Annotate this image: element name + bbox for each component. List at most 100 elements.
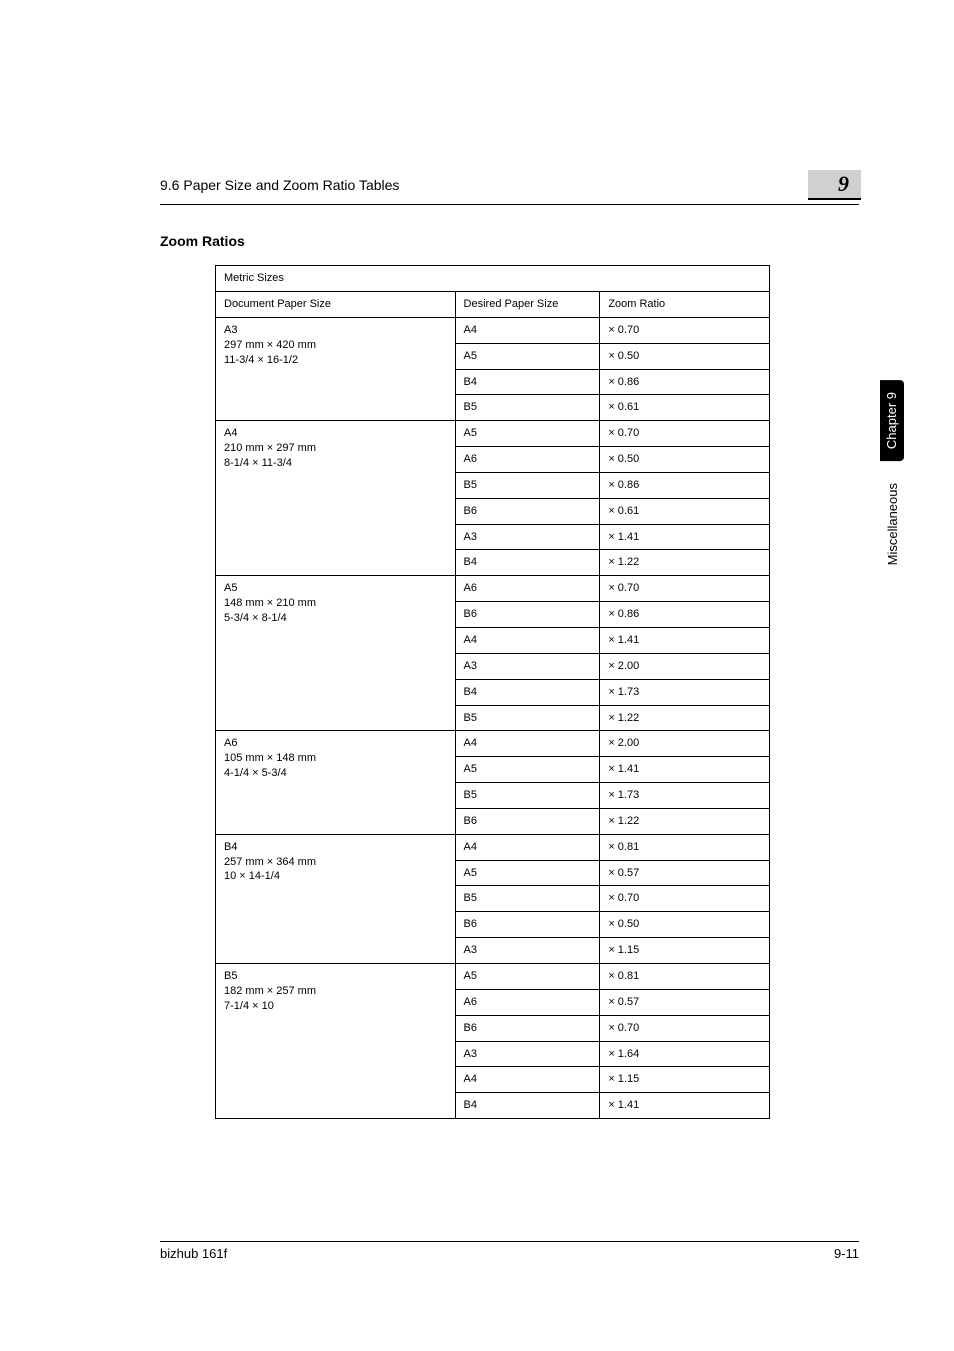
footer-product: bizhub 161f	[160, 1246, 227, 1261]
desired-size-cell: A4	[455, 731, 600, 757]
doc-size-name: A4	[224, 426, 447, 441]
table-row: B4257 mm × 364 mm10 × 14-1/4A4× 0.81	[216, 834, 770, 860]
zoom-ratio-cell: × 0.57	[600, 989, 770, 1015]
chapter-number-box: 9	[808, 170, 861, 200]
zoom-ratio-cell: × 0.86	[600, 472, 770, 498]
desired-size-cell: A5	[455, 421, 600, 447]
table-row: A3297 mm × 420 mm11-3/4 × 16-1/2A4× 0.70	[216, 317, 770, 343]
desired-size-cell: B5	[455, 472, 600, 498]
side-tab-section: Miscellaneous	[885, 471, 900, 577]
doc-size-mm: 148 mm × 210 mm	[224, 596, 447, 611]
zoom-ratio-cell: × 2.00	[600, 731, 770, 757]
zoom-ratio-cell: × 1.22	[600, 705, 770, 731]
zoom-ratio-cell: × 1.41	[600, 628, 770, 654]
footer-page-number: 9-11	[834, 1246, 859, 1261]
zoom-ratio-cell: × 0.61	[600, 395, 770, 421]
desired-size-cell: B4	[455, 550, 600, 576]
table-row: A6105 mm × 148 mm4-1/4 × 5-3/4A4× 2.00	[216, 731, 770, 757]
zoom-ratio-cell: × 0.70	[600, 1015, 770, 1041]
desired-size-cell: A3	[455, 938, 600, 964]
doc-size-cell: B4257 mm × 364 mm10 × 14-1/4	[216, 834, 456, 963]
side-tabs: Chapter 9 Miscellaneous	[880, 380, 904, 577]
desired-size-cell: B6	[455, 912, 600, 938]
desired-size-cell: A3	[455, 524, 600, 550]
zoom-ratio-cell: × 0.81	[600, 834, 770, 860]
section-title: Zoom Ratios	[160, 233, 859, 249]
desired-size-cell: A4	[455, 628, 600, 654]
zoom-ratio-cell: × 1.22	[600, 550, 770, 576]
doc-size-in: 10 × 14-1/4	[224, 869, 447, 884]
doc-size-in: 7-1/4 × 10	[224, 999, 447, 1014]
desired-size-cell: B6	[455, 1015, 600, 1041]
page: 9.6 Paper Size and Zoom Ratio Tables 9 Z…	[0, 0, 954, 1179]
zoom-ratio-cell: × 1.73	[600, 783, 770, 809]
zoom-ratio-cell: × 2.00	[600, 653, 770, 679]
doc-size-cell: A5148 mm × 210 mm5-3/4 × 8-1/4	[216, 576, 456, 731]
zoom-ratio-cell: × 0.61	[600, 498, 770, 524]
desired-size-cell: B4	[455, 1093, 600, 1119]
column-header-desired: Desired Paper Size	[455, 292, 600, 318]
zoom-ratio-cell: × 0.50	[600, 343, 770, 369]
zoom-ratio-cell: × 1.15	[600, 1067, 770, 1093]
zoom-ratio-cell: × 1.22	[600, 808, 770, 834]
header-title: 9.6 Paper Size and Zoom Ratio Tables	[160, 177, 808, 193]
running-header: 9.6 Paper Size and Zoom Ratio Tables 9	[160, 170, 859, 205]
zoom-ratio-cell: × 0.86	[600, 602, 770, 628]
desired-size-cell: B5	[455, 886, 600, 912]
doc-size-name: A6	[224, 736, 447, 751]
desired-size-cell: A6	[455, 989, 600, 1015]
doc-size-mm: 210 mm × 297 mm	[224, 441, 447, 456]
doc-size-mm: 257 mm × 364 mm	[224, 855, 447, 870]
zoom-ratio-cell: × 0.50	[600, 447, 770, 473]
column-header-doc: Document Paper Size	[216, 292, 456, 318]
desired-size-cell: B5	[455, 395, 600, 421]
doc-size-mm: 182 mm × 257 mm	[224, 984, 447, 999]
doc-size-cell: B5182 mm × 257 mm7-1/4 × 10	[216, 963, 456, 1118]
desired-size-cell: A5	[455, 757, 600, 783]
desired-size-cell: A5	[455, 963, 600, 989]
desired-size-cell: B5	[455, 783, 600, 809]
zoom-ratio-cell: × 0.86	[600, 369, 770, 395]
doc-size-mm: 105 mm × 148 mm	[224, 751, 447, 766]
doc-size-name: B4	[224, 840, 447, 855]
desired-size-cell: B6	[455, 808, 600, 834]
desired-size-cell: A4	[455, 834, 600, 860]
table-caption: Metric Sizes	[216, 266, 770, 292]
table-row: A4210 mm × 297 mm8-1/4 × 11-3/4A5× 0.70	[216, 421, 770, 447]
desired-size-cell: B5	[455, 705, 600, 731]
zoom-ratio-cell: × 0.81	[600, 963, 770, 989]
desired-size-cell: B6	[455, 602, 600, 628]
footer: bizhub 161f 9-11	[160, 1241, 859, 1261]
zoom-ratio-cell: × 0.70	[600, 576, 770, 602]
zoom-ratio-cell: × 1.41	[600, 1093, 770, 1119]
side-tab-chapter: Chapter 9	[880, 380, 904, 461]
doc-size-mm: 297 mm × 420 mm	[224, 338, 447, 353]
desired-size-cell: A4	[455, 1067, 600, 1093]
doc-size-in: 5-3/4 × 8-1/4	[224, 611, 447, 626]
desired-size-cell: B4	[455, 369, 600, 395]
zoom-ratio-cell: × 0.70	[600, 886, 770, 912]
desired-size-cell: A3	[455, 653, 600, 679]
zoom-ratio-cell: × 0.57	[600, 860, 770, 886]
zoom-ratio-table-wrap: Metric SizesDocument Paper SizeDesired P…	[215, 265, 859, 1119]
desired-size-cell: A6	[455, 576, 600, 602]
doc-size-name: A5	[224, 581, 447, 596]
desired-size-cell: A6	[455, 447, 600, 473]
doc-size-in: 4-1/4 × 5-3/4	[224, 766, 447, 781]
doc-size-name: B5	[224, 969, 447, 984]
table-row: A5148 mm × 210 mm5-3/4 × 8-1/4A6× 0.70	[216, 576, 770, 602]
desired-size-cell: A5	[455, 860, 600, 886]
zoom-ratio-cell: × 1.41	[600, 757, 770, 783]
zoom-ratio-cell: × 1.41	[600, 524, 770, 550]
doc-size-in: 8-1/4 × 11-3/4	[224, 456, 447, 471]
desired-size-cell: B6	[455, 498, 600, 524]
desired-size-cell: A3	[455, 1041, 600, 1067]
zoom-ratio-cell: × 0.50	[600, 912, 770, 938]
zoom-ratio-table: Metric SizesDocument Paper SizeDesired P…	[215, 265, 770, 1119]
zoom-ratio-cell: × 1.15	[600, 938, 770, 964]
doc-size-in: 11-3/4 × 16-1/2	[224, 353, 447, 368]
doc-size-cell: A6105 mm × 148 mm4-1/4 × 5-3/4	[216, 731, 456, 834]
zoom-ratio-cell: × 1.73	[600, 679, 770, 705]
desired-size-cell: A4	[455, 317, 600, 343]
zoom-ratio-cell: × 0.70	[600, 317, 770, 343]
